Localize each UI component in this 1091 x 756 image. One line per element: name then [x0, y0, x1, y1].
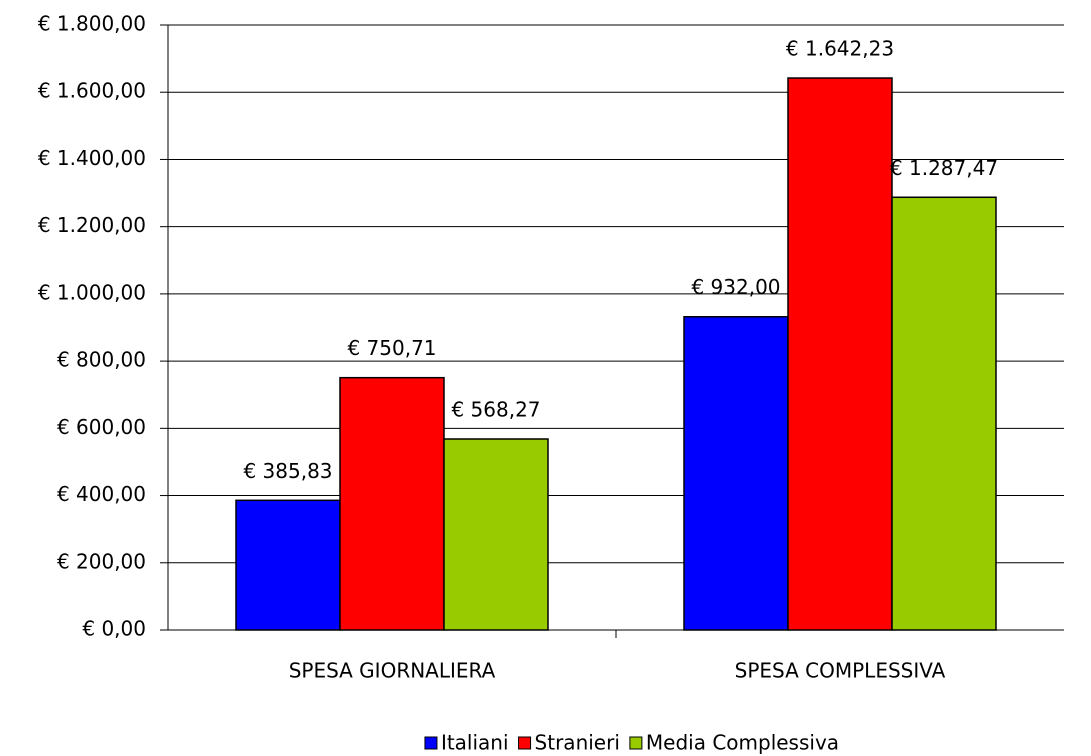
y-tick-label: € 800,00 — [57, 348, 146, 372]
x-tick-label: SPESA COMPLESSIVA — [735, 659, 946, 683]
value-label: € 568,27 — [451, 397, 540, 421]
y-tick-label: € 1.800,00 — [38, 12, 146, 36]
bar — [235, 499, 341, 631]
bar — [443, 438, 549, 631]
legend-swatch — [518, 736, 532, 750]
y-tick-label: € 200,00 — [57, 549, 146, 573]
value-label: € 750,71 — [347, 336, 436, 360]
y-tick-label: € 1.200,00 — [38, 213, 146, 237]
bar — [787, 77, 893, 631]
y-tick-label: € 400,00 — [57, 482, 146, 506]
value-label: € 932,00 — [691, 275, 780, 299]
bar — [891, 196, 997, 631]
value-label: € 385,83 — [243, 459, 332, 483]
legend-swatch — [629, 736, 643, 750]
legend-label: Stranieri — [535, 731, 620, 755]
y-tick-label: € 1.400,00 — [38, 146, 146, 170]
legend-swatch — [424, 736, 438, 750]
legend-label: Media Complessiva — [646, 731, 839, 755]
value-label: € 1.642,23 — [786, 37, 894, 61]
x-tick-label: SPESA GIORNALIERA — [289, 659, 496, 683]
bar — [683, 315, 789, 631]
y-tick-label: € 0,00 — [82, 617, 146, 641]
y-tick-label: € 1.600,00 — [38, 79, 146, 103]
legend-label: Italiani — [441, 731, 509, 755]
y-tick-label: € 1.000,00 — [38, 280, 146, 304]
value-label: € 1.287,47 — [890, 156, 998, 180]
y-tick-label: € 600,00 — [57, 415, 146, 439]
bar — [339, 376, 445, 631]
